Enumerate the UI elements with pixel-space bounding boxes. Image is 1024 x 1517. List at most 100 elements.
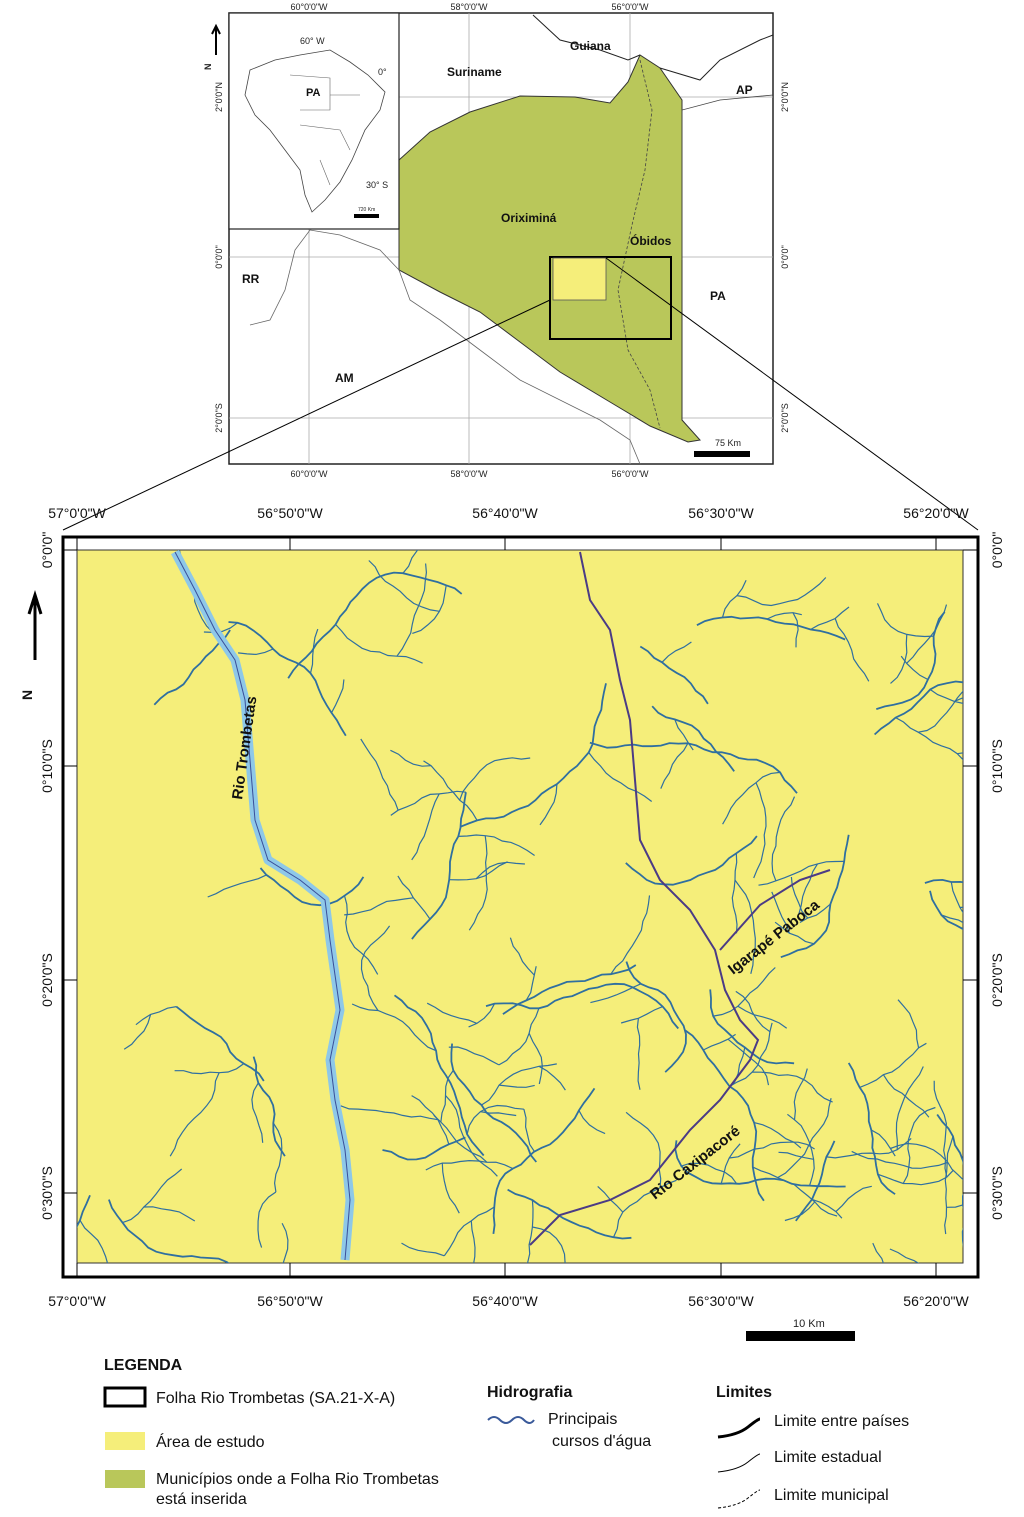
- place-label: AP: [736, 83, 753, 97]
- stream: [393, 994, 485, 1157]
- stream: [625, 835, 758, 886]
- stream: [826, 1137, 912, 1159]
- legend-item: Principais: [548, 1411, 617, 1428]
- legend-heading: Hidrografia: [487, 1384, 572, 1401]
- brazil-states: [289, 74, 360, 186]
- stream: [509, 937, 535, 976]
- stream: [525, 966, 537, 1001]
- place-label: Oriximiná: [501, 211, 557, 225]
- lon-label: 57°0'0"W: [48, 505, 106, 521]
- stream: [674, 1140, 846, 1188]
- legend: LEGENDA Folha Rio Trombetas (SA.21-X-A) …: [103, 1357, 909, 1509]
- rivers: [77, 550, 963, 1263]
- stream: [459, 683, 607, 828]
- stream: [272, 1122, 283, 1193]
- caxipacore-river: [529, 551, 760, 1246]
- stream: [523, 1109, 536, 1153]
- lon-label: 60°0'0"W: [290, 469, 328, 479]
- stream: [423, 760, 478, 821]
- stream: [470, 1220, 476, 1263]
- legend-item: Limite entre países: [774, 1413, 909, 1430]
- stream: [766, 612, 802, 620]
- legend-swatch: [717, 1417, 761, 1439]
- place-label: RR: [242, 272, 260, 286]
- stream: [153, 629, 231, 706]
- legend-swatch: [487, 1416, 535, 1424]
- stream: [123, 1014, 152, 1050]
- stream: [502, 964, 637, 1015]
- stream: [859, 1042, 927, 1088]
- study-area: [552, 257, 607, 301]
- north-label: N: [203, 64, 213, 71]
- stream: [758, 860, 845, 886]
- stream: [426, 1002, 478, 1024]
- legend-heading: Limites: [716, 1384, 772, 1401]
- stream: [835, 1185, 872, 1213]
- lat-label: 0°30'0"S: [39, 1166, 55, 1220]
- place-label: Suriname: [447, 65, 502, 79]
- stream: [492, 1087, 596, 1235]
- stream: [737, 1005, 788, 1029]
- stream: [784, 1201, 816, 1222]
- stream: [340, 1105, 439, 1121]
- legend-swatch: [105, 1432, 145, 1450]
- stream: [924, 878, 963, 884]
- lon-label: 56°30'0"W: [688, 505, 754, 521]
- sheet-outline: [549, 256, 672, 340]
- stream: [929, 689, 963, 705]
- stream: [143, 1206, 196, 1222]
- scale-label: 10 Km: [793, 1318, 825, 1330]
- lon-label: 56°40'0"W: [472, 505, 538, 521]
- lon-label: 60°0'0"W: [290, 2, 328, 12]
- stream: [729, 1141, 815, 1159]
- stream: [729, 1022, 773, 1087]
- lat-label: 2°0'0"S: [214, 403, 224, 433]
- brazil-label: PA: [306, 87, 321, 99]
- zoom-line: [62, 299, 551, 531]
- stream: [539, 784, 558, 826]
- main-river-edge: [174, 551, 351, 1261]
- lat-label: 2°0'0"N: [780, 82, 790, 112]
- lat-label: 2°0'0"N: [214, 82, 224, 112]
- north-arrow: [27, 590, 43, 660]
- stream: [368, 560, 440, 612]
- legend-swatch: [105, 1470, 145, 1488]
- stream: [330, 679, 345, 714]
- stream: [933, 1080, 948, 1178]
- stream: [466, 1104, 524, 1135]
- stream: [721, 579, 747, 618]
- stream: [203, 622, 238, 634]
- stream: [468, 835, 488, 931]
- stream: [620, 1006, 663, 1024]
- stream: [402, 550, 419, 574]
- stream: [736, 577, 827, 607]
- place-label: PA: [710, 289, 726, 303]
- country-limit: [532, 14, 774, 81]
- legend-swatch: [717, 1489, 761, 1509]
- stream: [889, 1248, 920, 1263]
- lat-label: 0°20'0"S: [989, 953, 1005, 1007]
- stream: [175, 1005, 265, 1082]
- stream: [625, 1111, 662, 1188]
- legend-item: Folha Rio Trombetas (SA.21-X-A): [156, 1390, 395, 1407]
- stream: [382, 1136, 466, 1161]
- legend-item: Limite municipal: [774, 1487, 889, 1504]
- stream: [443, 1206, 495, 1257]
- stream: [532, 1226, 566, 1263]
- stream: [752, 1166, 838, 1217]
- brazil-label: 0°: [378, 67, 387, 77]
- brazil-label: 60° W: [300, 36, 325, 46]
- stream: [448, 1046, 500, 1066]
- stream: [122, 1168, 183, 1224]
- stream: [207, 874, 267, 898]
- stream: [335, 624, 423, 664]
- stream: [498, 1008, 540, 1066]
- stream: [588, 752, 653, 802]
- legend-swatch: [103, 1386, 147, 1408]
- stream: [610, 895, 651, 975]
- stream: [281, 1222, 289, 1263]
- stream: [753, 782, 767, 879]
- lat-label: 0°0'0": [214, 245, 224, 269]
- lon-label: 57°0'0"W: [48, 1293, 106, 1309]
- stream: [108, 1199, 230, 1263]
